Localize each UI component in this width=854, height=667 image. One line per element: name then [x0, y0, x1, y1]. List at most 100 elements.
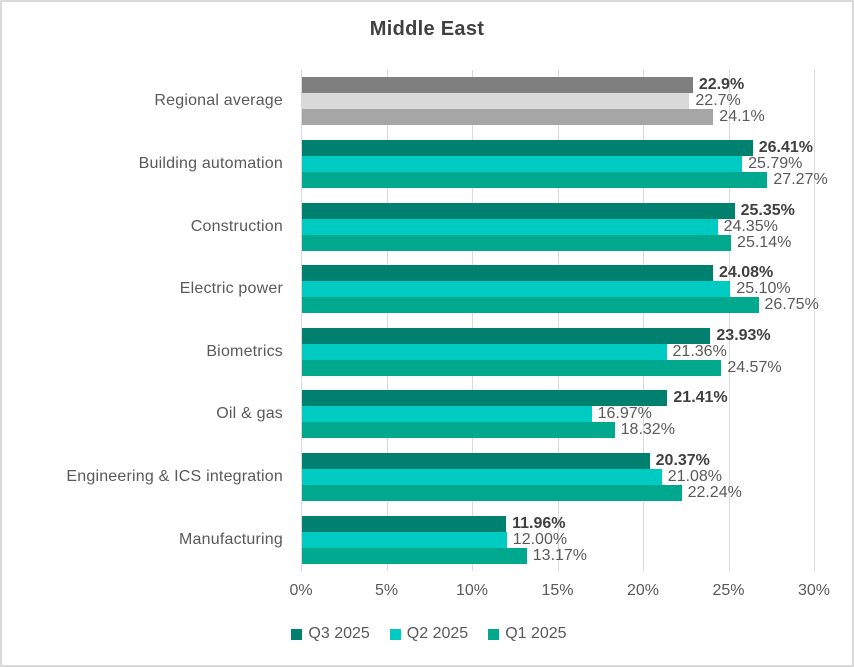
data-label: 27.27% [773, 170, 828, 188]
bar-q3-2025 [302, 453, 650, 470]
bar-q2-2025 [302, 469, 662, 486]
bar-q1-2025 [302, 297, 759, 314]
data-label: 12.00% [512, 530, 568, 548]
x-tick-label: 5% [374, 582, 399, 599]
bar-q1-2025 [302, 109, 714, 126]
bar-group: 23.93% 21.36% 24.57% [302, 321, 814, 384]
bar-q3-2025 [302, 265, 713, 282]
bar-line: 20.37% [302, 452, 814, 470]
data-label: 21.41% [673, 389, 728, 407]
data-label: 20.37% [655, 452, 710, 470]
data-label: 26.75% [764, 296, 819, 314]
bar-group: 21.41% 16.97% 18.32% [302, 383, 814, 446]
category-label: Construction [190, 217, 283, 235]
bar-line: 25.79% [302, 154, 814, 172]
bar-line: 27.27% [302, 171, 828, 188]
legend-swatch [488, 628, 500, 640]
data-label: 24.1% [719, 108, 765, 126]
legend-label: Q2 2025 [406, 625, 469, 642]
category-label: Engineering & ICS integration [66, 468, 283, 486]
data-label: 21.36% [672, 342, 727, 360]
bar-group: 24.08% 25.10% 26.75% [302, 258, 819, 321]
bar-q2-2025 [302, 406, 592, 423]
gridline [643, 70, 644, 571]
gridline [301, 70, 302, 571]
bar-line: 26.41% [302, 138, 814, 156]
bar-q1-2025 [302, 547, 527, 564]
bar-q1-2025 [302, 422, 615, 439]
data-label: 13.17% [532, 546, 588, 564]
data-label: 23.93% [716, 326, 771, 344]
bar-group: 26.41% 25.79% 27.27% [302, 133, 828, 196]
bar-q3-2025 [302, 77, 693, 94]
bar-line: 22.24% [302, 484, 814, 502]
bar-line: 24.08% [302, 264, 814, 282]
category-label: Building automation [138, 154, 283, 172]
data-label: 24.08% [718, 264, 774, 282]
bar-q1-2025 [302, 234, 732, 251]
bar-q2-2025 [302, 343, 667, 360]
category-label: Electric power [179, 280, 283, 298]
legend-item-q1-2025: Q1 2025 [488, 625, 567, 643]
legend-label: Q3 2025 [308, 625, 370, 642]
bar-line: 23.93% [302, 326, 814, 344]
bar-q2-2025 [302, 281, 731, 298]
category-axis: Regional average Building automation Const… [2, 70, 283, 571]
bar-q3-2025 [302, 390, 668, 407]
data-label: 16.97% [597, 405, 652, 423]
legend-swatch [389, 628, 401, 640]
gridline [557, 70, 559, 571]
legend-item-q3-2025: Q3 2025 [291, 625, 370, 643]
bar-line: 21.08% [302, 468, 814, 486]
bar-q2-2025 [302, 218, 718, 235]
data-label: 25.79% [748, 154, 803, 172]
x-tick-label: 10% [455, 582, 489, 599]
data-label: 24.35% [723, 217, 778, 235]
x-tick-label: 20% [626, 582, 660, 599]
category-label: Regional average [154, 92, 283, 110]
bar-line: 21.41% [302, 389, 814, 407]
bar-line: 13.17% [302, 546, 814, 564]
gridline [728, 70, 730, 571]
legend-swatch [291, 628, 303, 640]
data-label: 26.41% [758, 138, 813, 156]
data-label: 22.24% [687, 484, 742, 502]
x-tick-label: 30% [797, 582, 831, 599]
bar-line: 22.9% [302, 76, 814, 94]
bar-group: 20.37% 21.08% 22.24% [302, 446, 814, 509]
x-tick-label: 25% [712, 582, 745, 599]
bar-q3-2025 [302, 139, 753, 156]
gridline [386, 70, 388, 571]
bar-q3-2025 [302, 515, 507, 532]
bar-q2-2025 [302, 155, 743, 172]
bar-q3-2025 [302, 327, 711, 344]
legend-item-q2-2025: Q2 2025 [389, 625, 469, 643]
bar-line: 24.1% [302, 108, 814, 126]
legend: Q3 2025 Q2 2025 Q1 2025 [2, 625, 852, 643]
category-label: Manufacturing [179, 530, 283, 548]
chart-title: Middle East [369, 18, 485, 40]
gridline [814, 70, 815, 571]
data-label: 22.7% [695, 92, 741, 110]
bar-line: 26.75% [302, 297, 819, 314]
x-axis: 0% 5% 10% 15% 20% 25% 30% [2, 582, 852, 604]
bar-line: 25.10% [302, 280, 814, 298]
bar-group: 22.9% 22.7% 24.1% [302, 70, 814, 133]
data-label: 21.08% [667, 468, 723, 486]
bar-q1-2025 [302, 171, 768, 188]
bar-line: 18.32% [302, 421, 814, 439]
bar-q3-2025 [302, 202, 735, 219]
bar-q1-2025 [302, 359, 722, 376]
bar-line: 16.97% [302, 405, 814, 423]
data-label: 22.9% [698, 76, 745, 94]
bar-group: 11.96% 12.00% 13.17% [302, 508, 814, 571]
data-label: 18.32% [620, 421, 675, 439]
x-tick-label: 15% [541, 582, 574, 599]
data-label: 24.57% [727, 358, 782, 376]
data-label: 25.10% [736, 280, 791, 298]
bar-line: 11.96% [302, 515, 814, 532]
bar-q2-2025 [302, 531, 507, 548]
x-tick-label: 0% [289, 582, 313, 599]
bar-group: 25.35% 24.35% 25.14% [302, 195, 814, 258]
